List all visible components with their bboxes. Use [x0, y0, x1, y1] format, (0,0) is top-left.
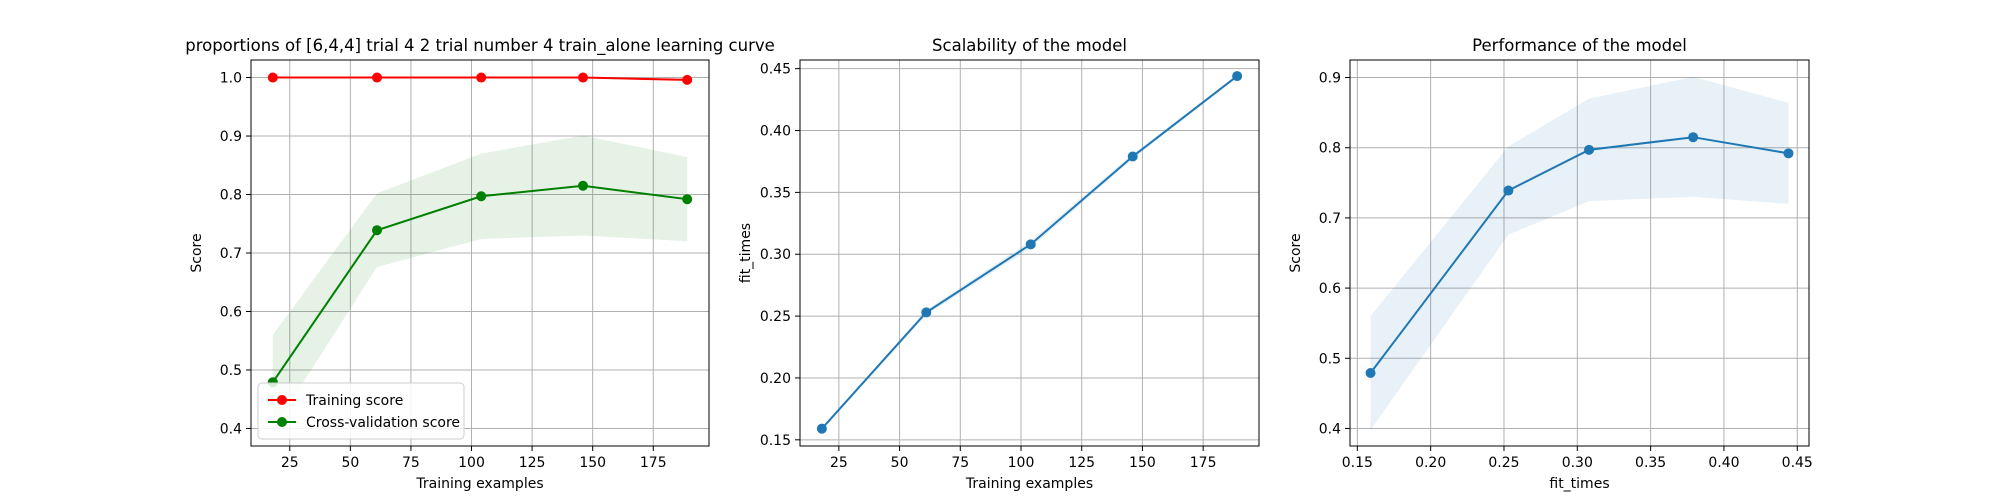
x-tick-label: 75: [402, 455, 420, 471]
plot-frame: [1349, 59, 1810, 447]
y-tick-label: 0.35: [760, 185, 791, 201]
y-tick-label: 0.15: [760, 433, 791, 449]
y-axis-label: fit_times: [738, 223, 754, 283]
plot-frame: [799, 59, 1260, 447]
series-1-point: [1503, 185, 1514, 196]
y-axis-label: Score: [189, 233, 205, 272]
x-tick-label: 25: [830, 455, 848, 471]
x-tick-label: 175: [640, 455, 667, 471]
x-tick-label: 0.15: [1342, 455, 1373, 471]
series-1-point: [1232, 71, 1243, 82]
x-tick-label: 0.30: [1562, 455, 1593, 471]
x-axis-label: fit_times: [1549, 476, 1609, 492]
series-2-band: [272, 135, 688, 430]
x-tick-label: 150: [579, 455, 606, 471]
y-tick-label: 0.7: [1319, 211, 1341, 227]
series-1-point: [577, 72, 588, 83]
x-tick-label: 0.40: [1708, 455, 1739, 471]
chart-title: Performance of the model: [1472, 36, 1687, 55]
series-2-point: [682, 194, 693, 205]
x-tick-label: 100: [458, 455, 485, 471]
series-1-point: [1688, 132, 1699, 143]
series-2-point: [476, 191, 487, 202]
x-tick-label: 100: [1008, 455, 1035, 471]
x-tick-label: 125: [1068, 455, 1095, 471]
y-tick-label: 0.4: [1319, 421, 1341, 437]
x-tick-label: 50: [341, 455, 359, 471]
y-tick-label: 0.25: [760, 309, 791, 325]
y-tick-label: 0.30: [760, 247, 791, 263]
y-tick-label: 0.6: [220, 304, 242, 320]
chart-title: proportions of [6,4,4] trial 4 2 trial n…: [185, 36, 775, 56]
series-1-line: [821, 75, 1238, 430]
series-1-point: [1584, 144, 1595, 155]
series-1-point: [816, 423, 827, 434]
panel-1: 25 50 75 100 125 150 175 0.4 0.5 0.6 0.7 0.8 0.9 1.0 p…: [185, 36, 775, 492]
series-1-point: [476, 72, 487, 83]
y-axis-label: Score: [1288, 233, 1304, 272]
series-1-band: [1370, 76, 1789, 430]
series-1-point: [682, 74, 693, 85]
legend-swatch-marker: [277, 395, 287, 405]
y-tick-label: 0.8: [1319, 141, 1341, 157]
chart-title: Scalability of the model: [932, 36, 1127, 55]
x-tick-label: 0.35: [1635, 455, 1666, 471]
x-tick-label: 50: [891, 455, 909, 471]
legend-entry: Training score: [305, 393, 403, 409]
y-tick-label: 0.45: [760, 62, 791, 78]
series-1-band: [821, 74, 1238, 430]
x-tick-label: 150: [1129, 455, 1156, 471]
series-1-point: [1127, 151, 1138, 162]
x-axis-label: Training examples: [965, 476, 1093, 492]
y-tick-label: 0.5: [1319, 351, 1341, 367]
series-1-point: [372, 72, 383, 83]
legend-swatch-marker: [277, 417, 287, 427]
x-tick-label: 0.25: [1488, 455, 1519, 471]
y-tick-label: 0.9: [1319, 71, 1341, 87]
x-tick-label: 25: [281, 455, 299, 471]
y-tick-label: 0.5: [220, 363, 242, 379]
panel-3: 0.15 0.20 0.25 0.30 0.35 0.40 0.45 0.4 0.5 0.6 0.7…: [1288, 36, 1813, 492]
x-tick-label: 0.45: [1782, 455, 1813, 471]
x-tick-label: 0.20: [1415, 455, 1446, 471]
x-axis-label: Training examples: [415, 476, 543, 492]
x-tick-label: 75: [951, 455, 969, 471]
y-tick-label: 0.40: [760, 124, 791, 140]
y-tick-label: 0.8: [220, 188, 242, 204]
y-tick-label: 0.4: [220, 421, 242, 437]
legend: Training score Cross-validation score: [257, 382, 465, 440]
y-tick-label: 0.20: [760, 371, 791, 387]
legend-entry: Cross-validation score: [306, 415, 460, 431]
series-1-point: [267, 72, 278, 83]
series-1-point: [1365, 368, 1376, 379]
y-tick-label: 1.0: [220, 71, 242, 87]
x-tick-label: 175: [1190, 455, 1217, 471]
y-tick-label: 0.7: [220, 246, 242, 262]
series-1-point: [921, 307, 932, 318]
panel-2: 25 50 75 100 125 150 175 0.15 0.20 0.25 0.30 0.35 0.…: [738, 36, 1260, 492]
y-tick-label: 0.6: [1319, 281, 1341, 297]
series-2-point: [372, 225, 383, 236]
series-1-point: [1783, 148, 1794, 159]
series-2-point: [577, 180, 588, 191]
legend-box: [257, 382, 465, 440]
y-tick-label: 0.9: [220, 129, 242, 145]
x-tick-label: 125: [519, 455, 546, 471]
series-1-point: [1025, 239, 1036, 250]
